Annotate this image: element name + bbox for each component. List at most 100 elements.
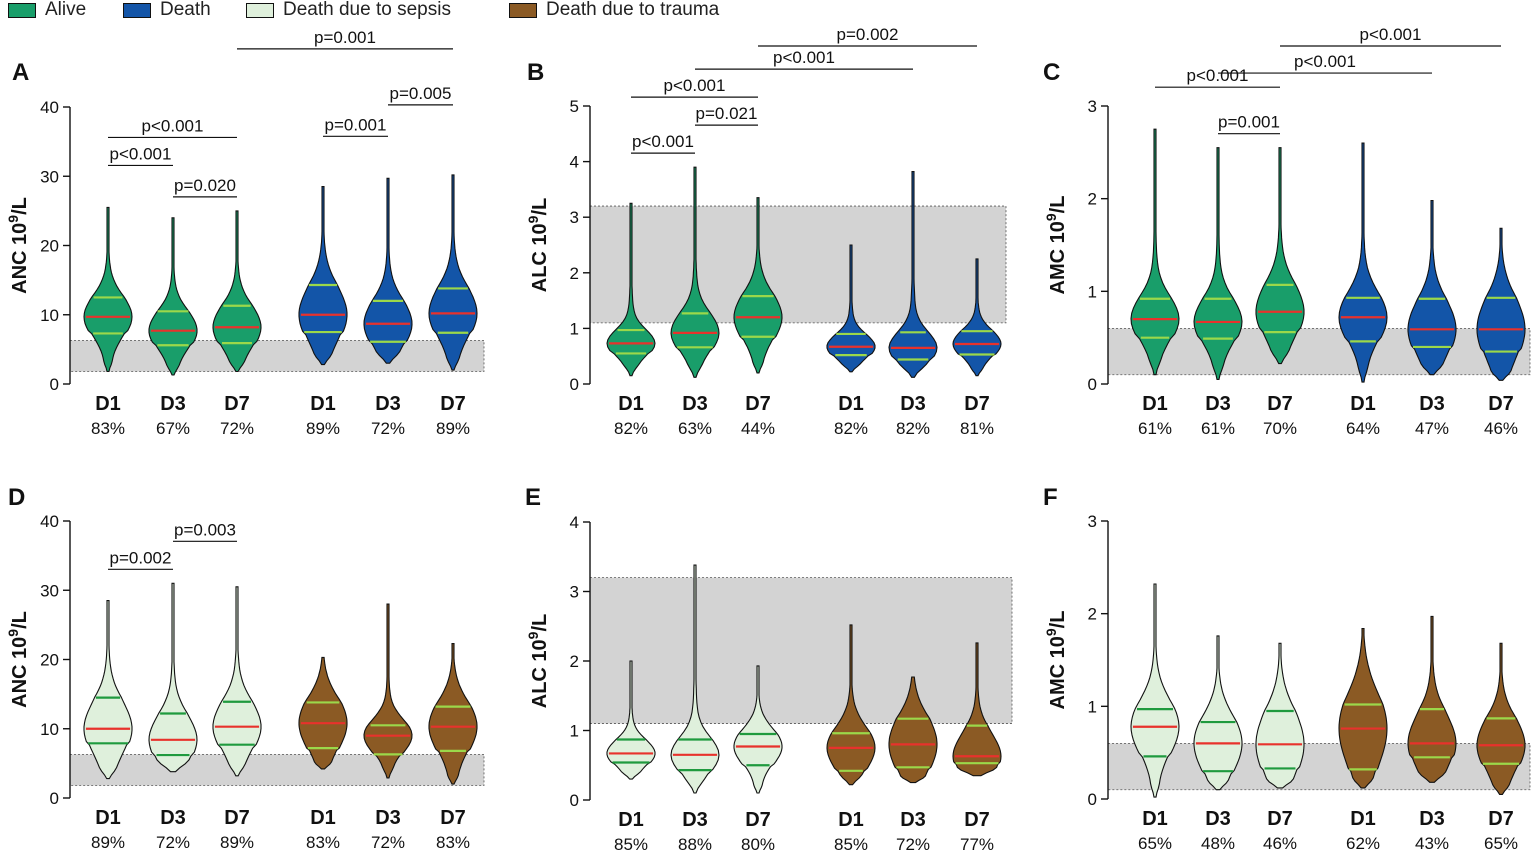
violin-body	[606, 202, 656, 377]
p-value-label: p=0.001	[1218, 113, 1280, 132]
violin-D7-5	[1476, 642, 1526, 795]
x-tick-label: D3	[375, 807, 401, 829]
reference-band	[589, 577, 1013, 724]
violin-D3-1	[670, 166, 720, 378]
y-axis-label-superscript: 9	[5, 215, 21, 223]
violin-body	[670, 166, 720, 378]
violin-body	[952, 258, 1002, 377]
violin-D1-3	[826, 624, 876, 786]
violin-D1-3	[1338, 627, 1388, 789]
violin-body	[428, 174, 478, 371]
y-axis-label-superscript: 9	[525, 631, 541, 639]
x-tick-label: D3	[160, 807, 186, 829]
group-percent-label: 89%	[436, 419, 470, 438]
legend-entry-trauma: Death due to trauma	[509, 0, 719, 20]
violin-D1-3	[298, 656, 348, 770]
violin-body	[1193, 635, 1243, 791]
group-percent-label: 82%	[834, 419, 868, 438]
group-percent-label: 82%	[896, 419, 930, 438]
violin-body	[1130, 583, 1180, 798]
violin-body	[606, 660, 656, 780]
y-axis-label: ALC 109/L	[525, 198, 551, 292]
y-axis-label: ANC 109/L	[5, 197, 31, 294]
group-percent-label: 89%	[220, 833, 254, 852]
violin-body	[826, 624, 876, 786]
y-axis-label-main: ANC 10	[9, 637, 31, 708]
group-percent-label: 65%	[1484, 834, 1518, 853]
group-percent-label: 46%	[1484, 419, 1518, 438]
y-tick-label: 3	[1088, 97, 1097, 116]
group-percent-label: 67%	[156, 419, 190, 438]
group-percent-label: 43%	[1415, 834, 1449, 853]
legend-entry-alive: Alive	[8, 0, 86, 20]
reference-band	[69, 339, 485, 372]
panel-letter: E	[525, 484, 541, 511]
p-value-label: p<0.001	[773, 48, 835, 67]
violin-body	[888, 676, 938, 784]
violin-D3-1	[670, 564, 720, 794]
violin-body	[148, 217, 198, 376]
group-percent-label: 72%	[156, 833, 190, 852]
group-percent-label: 61%	[1138, 419, 1172, 438]
x-tick-label: D3	[1419, 393, 1445, 415]
y-axis-label-main: ALC 10	[529, 223, 551, 292]
legend-swatch-sepsis	[246, 2, 274, 18]
x-tick-label: D1	[838, 393, 864, 415]
panel-letter: D	[8, 484, 25, 511]
violin-D1-0	[83, 206, 133, 373]
violin-D1-3	[826, 244, 876, 373]
x-tick-label: D7	[224, 393, 250, 415]
x-tick-label: D1	[618, 393, 644, 415]
panel-E: E 0 1 2 3 4 ALC 109/L D1 85% D3 88% D7 80% D1 85% D3 72%…	[525, 484, 1013, 854]
legend-label-trauma: Death due to trauma	[546, 0, 720, 20]
violin-D3-4	[363, 177, 413, 364]
y-axis-label-unit: /L	[1047, 196, 1069, 214]
violin-body	[212, 586, 262, 777]
violin-D7-5	[952, 258, 1002, 377]
p-value-label: p=0.002	[110, 548, 172, 567]
violin-D7-5	[428, 643, 478, 785]
group-percent-label: 72%	[896, 835, 930, 854]
y-tick-label: 40	[40, 98, 59, 117]
violin-D3-4	[1407, 199, 1457, 376]
group-percent-label: 61%	[1201, 419, 1235, 438]
group-percent-label: 72%	[220, 419, 254, 438]
x-tick-label: D3	[900, 393, 926, 415]
y-tick-label: 1	[1088, 697, 1097, 716]
violin-D7-5	[1476, 227, 1526, 381]
p-value-label: p<0.001	[142, 116, 204, 135]
violin-D7-2	[212, 210, 262, 373]
y-axis-label-main: ANC 10	[9, 223, 31, 294]
p-value-label: p=0.005	[390, 84, 452, 103]
legend-swatch-death	[123, 2, 151, 18]
violin-body	[1255, 147, 1305, 365]
violin-body	[1407, 615, 1457, 783]
panel-letter: F	[1043, 484, 1058, 511]
y-tick-label: 30	[40, 581, 59, 600]
y-axis-label-unit: /L	[9, 611, 31, 629]
panel-letter: A	[12, 59, 29, 86]
y-tick-label: 1	[570, 319, 579, 338]
x-tick-label: D7	[1488, 393, 1514, 415]
violin-D3-4	[363, 603, 413, 779]
violin-body	[428, 643, 478, 785]
group-percent-label: 70%	[1263, 419, 1297, 438]
y-tick-label: 0	[1088, 790, 1097, 809]
y-tick-label: 4	[570, 153, 579, 172]
y-axis-label-superscript: 9	[5, 629, 21, 637]
y-tick-label: 3	[570, 208, 579, 227]
violin-body	[298, 186, 348, 366]
violin-D1-0	[606, 660, 656, 780]
y-axis-label-unit: /L	[1047, 611, 1069, 629]
x-tick-label: D1	[618, 809, 644, 831]
x-tick-label: D3	[1205, 393, 1231, 415]
panel-letter: B	[527, 59, 544, 86]
violin-D1-3	[298, 186, 348, 366]
group-percent-label: 89%	[306, 419, 340, 438]
x-tick-label: D7	[440, 807, 466, 829]
group-percent-label: 88%	[678, 835, 712, 854]
x-tick-label: D7	[964, 809, 990, 831]
violin-D7-2	[1255, 642, 1305, 789]
y-axis-label: AMC 109/L	[1043, 611, 1069, 710]
